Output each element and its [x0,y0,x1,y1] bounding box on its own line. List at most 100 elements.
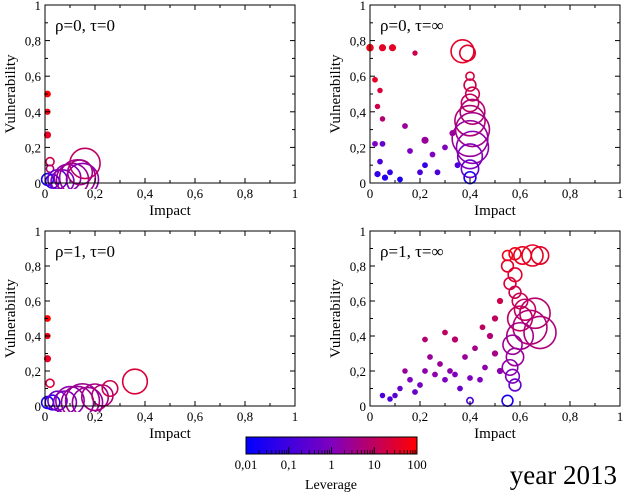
data-point [377,87,383,94]
y-tick-label: 0 [360,176,367,191]
data-point [501,394,514,407]
colorbar-minor-ticks [258,450,416,454]
y-tick-label: 0 [35,176,42,191]
y-tick-label: 0,6 [25,294,42,309]
x-tick-label: 0,4 [137,409,154,424]
x-tick-label: 0,2 [87,409,103,424]
y-tick-label: 0,2 [350,364,366,379]
data-point [451,119,489,158]
data-point [387,169,393,176]
panel-top-left: 0 0,2 0,4 0,6 0,8 1 0 0,2 0,4 0,6 0,8 1 Impact Vulner… [3,0,298,219]
data-point [457,385,463,392]
x-tick-label: 0,4 [462,186,479,201]
data-point [372,76,378,83]
y-tick-label: 0 [35,399,42,414]
data-point [101,379,119,398]
panel-bottom-right: 0 0,2 0,4 0,6 0,8 1 0 0,2 0,4 0,6 0,8 1 Impact Vulner… [328,224,623,442]
data-point [66,159,94,186]
x-tick-label: 0,2 [412,409,428,424]
colorbar-tick-label: 1 [328,457,335,472]
x-axis-title: Impact [149,426,191,442]
data-point [451,336,459,343]
x-tick-label: 0 [367,186,374,201]
x-tick-label: 1 [617,186,623,201]
data-point [502,334,523,356]
x-axis-title: Impact [149,203,191,219]
data-point [417,169,423,176]
data-point [55,162,90,189]
figure-year-label: year 2013 [510,460,617,490]
y-tick-label: 0,8 [350,259,366,274]
data-point [477,376,483,383]
y-tick-label: 1 [35,224,42,239]
data-point [52,390,78,412]
data-point [482,364,488,371]
panel-label: ρ=0, τ=0 [55,16,115,35]
x-tick-label: 0,8 [562,186,578,201]
data-point [508,378,522,392]
colorbar-tick-label: 100 [407,457,427,472]
data-point [378,44,387,52]
colorbar-tick-label: 0,01 [235,457,258,472]
y-tick-label: 0,4 [25,329,42,344]
data-point [64,383,101,412]
data-point [422,368,428,374]
data-point [432,371,438,378]
data-point [437,361,443,367]
data-point [412,389,418,395]
data-point [464,86,481,102]
data-point [45,378,55,389]
panel-bottom-left: 0 0,2 0,4 0,6 0,8 1 0 0,2 0,4 0,6 0,8 1 Impact Vulner… [3,224,298,442]
x-tick-label: 0 [42,186,49,201]
x-tick-label: 0,6 [187,409,204,424]
data-point [387,396,393,402]
data-point [379,140,386,147]
data-point [504,368,521,384]
data-point [422,162,428,169]
data-point [508,285,522,299]
data-point [491,315,499,322]
points [366,39,491,185]
data-point [454,104,486,137]
data-point [427,354,433,360]
data-point [80,383,110,412]
data-point [392,392,398,399]
x-tick-label: 0,4 [137,186,154,201]
data-point [50,169,75,189]
x-tick-label: 1 [292,186,299,201]
y-tick-label: 0,2 [25,364,41,379]
data-point [460,93,480,113]
y-tick-label: 0,8 [25,34,41,49]
data-point [55,385,85,412]
x-tick-label: 0,6 [187,186,204,201]
panel-label: ρ=1, τ=∞ [380,242,444,261]
x-tick-label: 0 [367,409,374,424]
x-tick-label: 0,8 [237,409,253,424]
data-point [454,111,491,148]
x-tick-label: 0 [42,409,49,424]
data-point [421,136,429,144]
data-point [402,123,408,129]
data-point [458,44,477,62]
data-point [449,130,456,137]
y-axis-title: Vulnerability [3,54,19,134]
y-axis-title: Vulnerability [3,278,19,358]
data-point [434,169,441,176]
data-point [491,350,499,357]
points [379,244,557,407]
points [40,90,101,189]
data-point [422,336,428,343]
data-point [496,367,504,375]
panel-top-right: 0 0,2 0,4 0,6 0,8 1 0 0,2 0,4 0,6 0,8 1 Impact Vulner… [328,0,623,219]
y-axis-title: Vulnerability [328,278,344,358]
colorbar-title: Leverage [305,478,357,493]
x-tick-label: 1 [292,409,299,424]
data-point [379,116,386,122]
y-tick-label: 0,8 [350,34,366,49]
data-point [121,368,149,395]
data-point [456,143,484,170]
data-point [442,376,448,383]
data-point [65,162,100,189]
panel-label: ρ=1, τ=0 [55,242,115,261]
